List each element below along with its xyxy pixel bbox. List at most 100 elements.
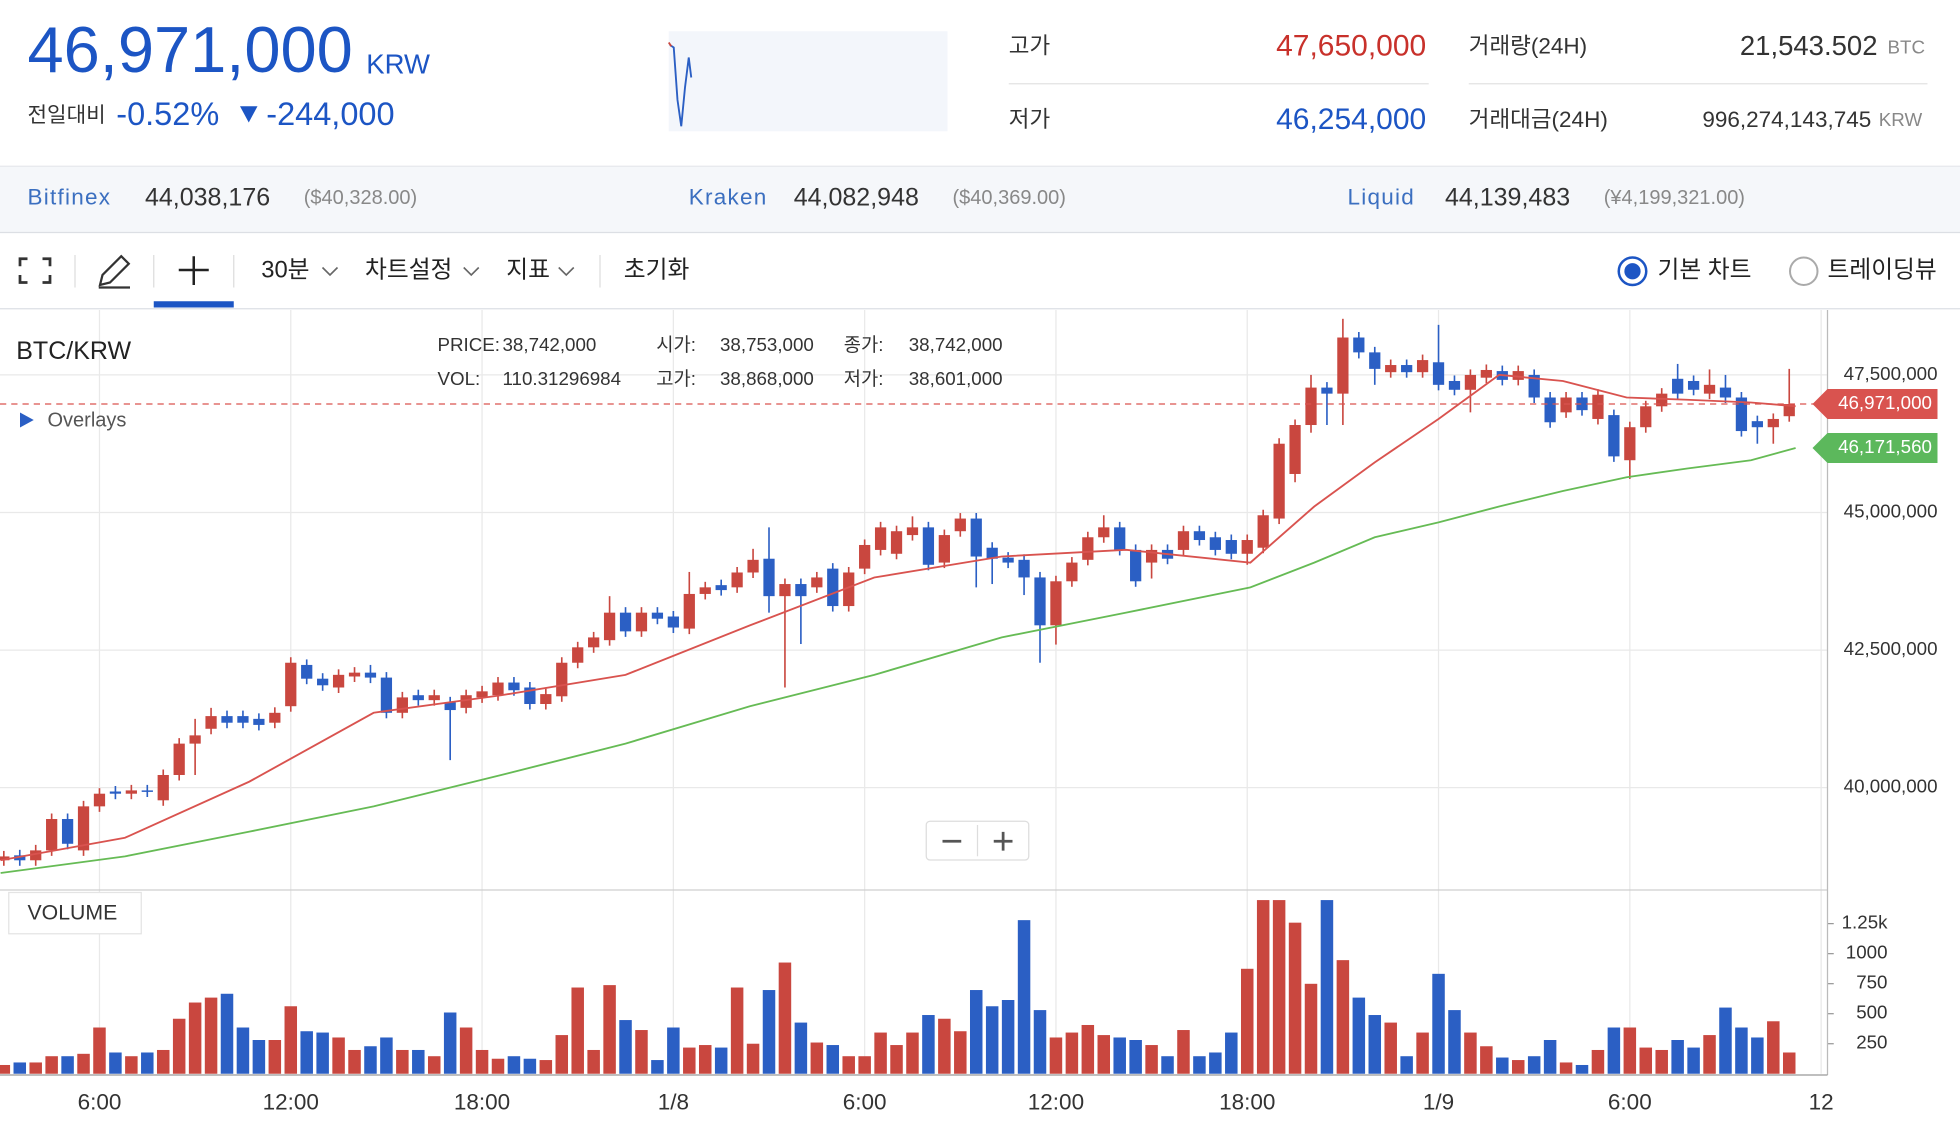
volume-bar (332, 1037, 345, 1074)
volume-bar (236, 1027, 250, 1074)
info-label: 시가: (656, 334, 696, 355)
chart-title: BTC/KRW (16, 337, 131, 365)
volume-bar (922, 1015, 935, 1074)
candle-body (715, 585, 727, 591)
volume-bar (938, 1018, 951, 1074)
volume-bar (762, 990, 776, 1074)
indicators-menu[interactable]: 지표 (506, 257, 550, 284)
draw-button[interactable] (98, 254, 131, 289)
candle-body (428, 695, 440, 701)
candle-body (1225, 540, 1237, 554)
exchange-name: Liquid (1348, 185, 1416, 210)
volume-bar (1559, 1062, 1573, 1074)
candle-body (635, 612, 648, 632)
candle-body (1321, 387, 1333, 394)
volume-bar (1288, 922, 1302, 1074)
candle-body (332, 674, 345, 688)
stat-label: 고가 (1009, 33, 1050, 58)
volume-bar (826, 1045, 840, 1074)
stat-unit: BTC (1888, 37, 1926, 58)
interval-select[interactable]: 30분 (261, 257, 309, 284)
crosshair-button[interactable] (178, 256, 209, 285)
volume-bar (1320, 900, 1334, 1074)
zoom-in[interactable] (993, 831, 1013, 851)
candle-body (1241, 540, 1253, 554)
volume-bar (1161, 1056, 1174, 1074)
stat-unit: KRW (1879, 109, 1923, 130)
volume-bar (284, 1006, 298, 1074)
x-tick-label: 12 (1809, 1090, 1834, 1115)
volume-bar (1767, 1021, 1780, 1074)
candle-body (1082, 537, 1094, 560)
volume-bar (1336, 960, 1350, 1074)
candle-body (157, 774, 169, 801)
candle-body (1177, 531, 1190, 550)
x-tick-label: 1/8 (658, 1090, 689, 1115)
volume-bar (1177, 1030, 1190, 1074)
candle-body (253, 718, 265, 725)
candle-body (731, 572, 743, 588)
overlays-label[interactable]: Overlays (48, 410, 127, 432)
info-label: 고가: (656, 368, 696, 389)
exchange-foreign: ($40,369.00) (953, 187, 1066, 209)
volume-bar (587, 1049, 600, 1074)
volume-bar (1400, 1056, 1413, 1074)
candle-body (1735, 397, 1748, 432)
stat-value: 47,650,000 (1276, 29, 1426, 62)
volume-bar (1719, 1007, 1732, 1074)
exchange-foreign: (¥4,199,321.00) (1604, 187, 1745, 209)
x-tick-label: 18:00 (454, 1090, 510, 1115)
candle-body (125, 790, 137, 794)
candle-body (348, 672, 361, 677)
volume-bar (603, 985, 616, 1074)
volume-bar (1097, 1035, 1111, 1074)
sparkline (669, 44, 693, 127)
radio[interactable] (1788, 256, 1819, 286)
exchange-name: Bitfinex (28, 185, 112, 210)
volume-bar (1049, 1037, 1063, 1074)
candle-body (1528, 374, 1540, 398)
volume-bar (746, 1043, 760, 1074)
sparkline-box (668, 31, 948, 132)
candle-body (906, 527, 919, 536)
candle-body (779, 584, 791, 597)
candle-body (1273, 443, 1285, 519)
volume-bar (571, 987, 584, 1074)
volume-bar (1735, 1027, 1748, 1074)
fullscreen-button[interactable] (18, 257, 52, 284)
chevron (463, 266, 480, 277)
volume-bar (141, 1052, 154, 1074)
volume-bar (1368, 1015, 1382, 1074)
volume-bar (635, 1030, 648, 1074)
volume-bar (507, 1056, 521, 1074)
overlays-toggle[interactable] (20, 412, 34, 428)
volume-bar (619, 1020, 632, 1074)
x-tick-label: 18:00 (1219, 1090, 1275, 1115)
basic-chart-option[interactable]: 기본 차트 (1658, 257, 1752, 284)
change-label: 전일대비 (28, 103, 106, 127)
candle-body (1560, 397, 1572, 413)
volume-bar (1432, 973, 1445, 1074)
candle-body (189, 735, 201, 744)
chevron (558, 266, 575, 277)
volume-tick-label: 1000 (1846, 942, 1888, 963)
volume-bar (714, 1047, 728, 1074)
settings-menu[interactable]: 차트설정 (365, 257, 452, 284)
candle-body (1432, 362, 1445, 385)
tradingview-option[interactable]: 트레이딩뷰 (1828, 257, 1937, 284)
volume-bar (1416, 1032, 1429, 1074)
candle-body (1034, 577, 1046, 626)
volume-bar (1065, 1032, 1079, 1074)
y-tick-label: 47,500,000 (1844, 363, 1938, 384)
candle-body (1703, 384, 1716, 394)
info-label: VOL: (438, 368, 481, 389)
volume-bar (1304, 983, 1318, 1074)
exchange-price: 44,082,948 (794, 183, 919, 211)
reset-button[interactable]: 초기화 (624, 257, 690, 284)
candle-body (173, 743, 185, 775)
volume-bar (651, 1060, 664, 1074)
volume-bar (1384, 1022, 1397, 1074)
candle-body (141, 790, 153, 792)
x-tick-label: 12:00 (263, 1090, 319, 1115)
